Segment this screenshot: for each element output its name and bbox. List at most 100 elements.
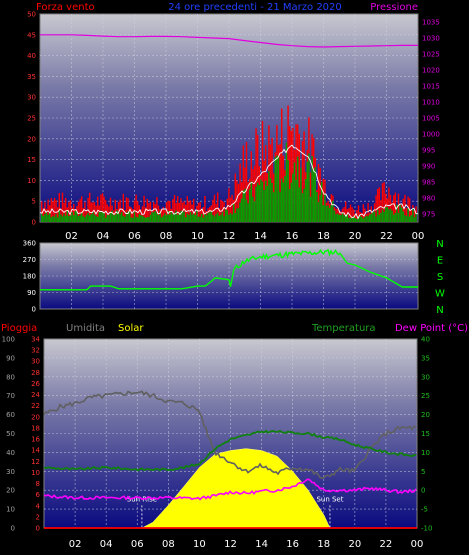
average-wind-bar (157, 215, 160, 222)
wind-x-tick-label: 14 (254, 231, 267, 242)
temperature-y-tick-label: 10 (421, 449, 430, 457)
average-wind-bar (338, 214, 340, 222)
gust-bar (301, 140, 304, 222)
average-wind-bar (354, 217, 356, 222)
average-wind-bar (375, 216, 377, 222)
pressure-line (40, 34, 418, 48)
average-wind-bar (213, 216, 216, 222)
average-wind-bar (186, 213, 188, 222)
average-wind-bar (287, 160, 289, 222)
average-wind-bar (167, 211, 169, 222)
average-wind-bar (57, 217, 59, 222)
gust-bar (57, 207, 59, 222)
average-wind-bar (207, 212, 209, 222)
average-wind-bar (413, 217, 416, 222)
temperature-y-tick-label: 20 (421, 411, 430, 419)
average-wind-bar (383, 211, 385, 222)
average-wind-bar (90, 214, 92, 222)
gust-bar (362, 204, 364, 222)
rain-y-tick-label: 4 (36, 502, 41, 510)
chart-period-title: 24 ore precedenti - 21 Marzo 2020 (168, 2, 342, 13)
direction-y-tick-label: 360 (23, 240, 36, 248)
gust-bar (156, 197, 158, 222)
average-wind-bar (137, 217, 139, 222)
average-wind-bar (306, 161, 308, 222)
humidity-y-tick-label: 10 (6, 506, 15, 514)
gust-bar (185, 204, 187, 222)
average-wind-bar (125, 212, 128, 222)
gust-bar (237, 184, 240, 222)
average-wind-bar (199, 216, 201, 222)
wind-x-tick-label: 08 (160, 231, 173, 242)
humidity-y-tick-label: 40 (6, 449, 15, 457)
rain-y-tick-label: 2 (36, 513, 40, 521)
gust-bar (413, 210, 416, 222)
average-wind-bar (316, 192, 318, 222)
dewpoint-line (43, 478, 417, 501)
average-wind-bar (231, 214, 233, 222)
temperature-y-tick-label: 0 (421, 487, 425, 495)
average-wind-bar (133, 211, 136, 222)
average-wind-bar (268, 171, 270, 222)
average-wind-bar (381, 209, 384, 222)
gust-bar (213, 194, 216, 222)
average-wind-bar (365, 215, 368, 222)
humidity-y-tick-label: 70 (6, 392, 15, 400)
average-wind-bar (49, 211, 51, 222)
gust-bar (165, 202, 168, 222)
average-wind-bar (148, 217, 150, 222)
gust-bar (162, 207, 164, 222)
average-wind-bar (138, 214, 140, 222)
average-wind-bar (178, 212, 180, 222)
average-wind-bar (129, 211, 131, 222)
average-wind-bar (282, 182, 284, 222)
gust-bar (247, 181, 249, 222)
average-wind-bar (103, 213, 105, 222)
average-wind-bar (396, 204, 398, 222)
average-wind-bar (50, 217, 52, 222)
average-wind-bar (234, 213, 236, 222)
gust-bar (252, 169, 254, 222)
average-wind-bar (161, 217, 163, 222)
gust-bar (404, 194, 406, 222)
average-wind-bar (325, 205, 328, 222)
gust-bar (255, 128, 257, 222)
wind-direction-line (40, 248, 418, 291)
average-wind-bar (191, 214, 193, 222)
climate-x-tick-label: 20 (348, 539, 361, 550)
average-wind-bar (71, 212, 73, 222)
gust-bar (197, 202, 200, 222)
compass-tick-label: S (437, 272, 443, 283)
pressure-y-tick-label: 1035 (422, 19, 440, 27)
average-wind-bar (53, 216, 56, 222)
average-wind-bar (405, 216, 408, 222)
gust-bar (119, 199, 121, 222)
average-wind-bar (348, 217, 350, 222)
average-wind-bar (169, 214, 171, 222)
average-wind-bar (85, 214, 88, 222)
rain-y-tick-label: 20 (31, 413, 40, 421)
gust-bar (44, 202, 46, 222)
average-wind-bar (173, 212, 176, 222)
average-wind-bar (188, 214, 190, 222)
gust-bar (101, 193, 104, 222)
average-wind-bar (265, 180, 267, 222)
gust-bar (53, 197, 56, 222)
average-wind-bar (266, 186, 268, 222)
average-wind-bar (388, 209, 390, 222)
average-wind-bar (274, 157, 276, 222)
average-wind-bar (236, 208, 238, 222)
average-wind-bar (407, 207, 409, 222)
average-wind-bar (156, 213, 158, 222)
average-wind-bar (399, 205, 401, 222)
compass-tick-label: W (435, 289, 445, 300)
average-wind-bar (146, 217, 148, 222)
average-wind-bar (309, 196, 312, 222)
gust-bar (378, 187, 380, 222)
average-wind-bar (42, 216, 44, 222)
average-wind-bar (308, 153, 310, 222)
average-wind-bar (244, 188, 246, 222)
average-wind-bar (357, 216, 360, 222)
pressure-y-tick-label: 1030 (422, 35, 440, 43)
average-wind-bar (60, 214, 62, 222)
